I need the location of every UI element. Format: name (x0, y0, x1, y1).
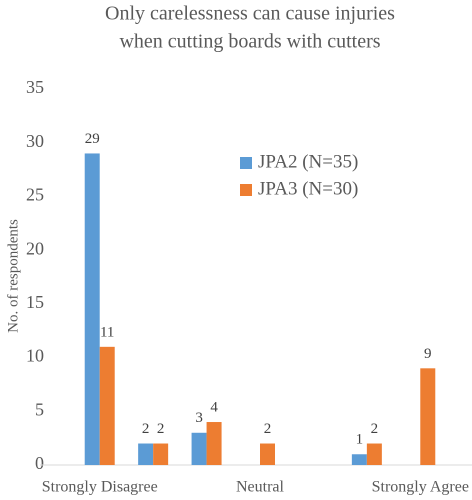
data-label: 2 (371, 421, 379, 437)
data-label: 4 (210, 399, 218, 415)
legend-swatch (240, 184, 252, 196)
bar (351, 454, 367, 465)
data-label: 2 (142, 421, 150, 437)
data-label: 3 (195, 410, 203, 426)
x-tick-label: Neutral (236, 479, 285, 496)
bar (99, 346, 115, 465)
bar (84, 153, 100, 465)
y-tick-label: 10 (26, 346, 44, 366)
bar (366, 443, 382, 465)
y-tick-label: 20 (26, 238, 44, 258)
data-label: 9 (424, 346, 432, 362)
y-tick-label: 5 (35, 399, 44, 419)
bar (138, 443, 154, 465)
bar (206, 422, 222, 465)
data-label: 2 (157, 421, 165, 437)
y-tick-label: 35 (26, 77, 44, 97)
legend-swatch (240, 157, 252, 169)
bar (420, 368, 436, 465)
x-tick-label: Strongly Agree (372, 479, 469, 496)
legend-label: JPA3 (N=30) (258, 178, 358, 199)
y-tick-label: 25 (26, 185, 44, 205)
chart-title: when cutting boards with cutters (119, 31, 380, 53)
data-label: 29 (85, 131, 100, 147)
legend-label: JPA2 (N=35) (258, 151, 358, 172)
y-tick-label: 0 (35, 453, 44, 473)
y-tick-label: 15 (26, 292, 44, 312)
data-label: 11 (100, 324, 114, 340)
data-label: 1 (356, 432, 364, 448)
bar (191, 432, 207, 465)
bar (260, 443, 275, 465)
bar (153, 443, 169, 465)
y-tick-label: 30 (26, 131, 44, 151)
x-tick-label: Strongly Disagree (42, 479, 158, 496)
y-axis-label: No. of respondents (5, 219, 21, 333)
data-label: 2 (264, 421, 272, 437)
chart-title: Only carelessness can cause injuries (105, 3, 395, 25)
